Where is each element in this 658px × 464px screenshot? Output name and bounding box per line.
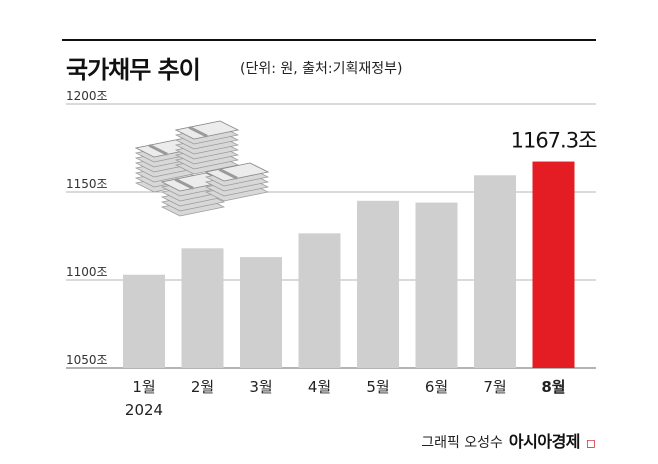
x-tick-label: 2월 (191, 378, 214, 396)
money-band (188, 125, 208, 138)
bar (181, 248, 224, 368)
x-tick-label: 6월 (425, 378, 448, 396)
chart-title: 국가채무 추이 (66, 56, 201, 84)
y-tick-label: 1050조 (66, 353, 108, 367)
x-tick-label: 5월 (366, 378, 389, 396)
bar-highlight (532, 161, 575, 368)
x-tick-label: 7월 (483, 378, 506, 396)
money-band (148, 143, 168, 156)
bar (474, 175, 516, 368)
logo-mark: ◻ (586, 436, 596, 450)
y-tick-label: 1200조 (66, 89, 108, 103)
money-bill-top (204, 162, 270, 182)
money-band (174, 177, 194, 190)
credit: 그래픽 오성수 아시아경제 ◻ (421, 428, 596, 452)
bar (298, 233, 341, 368)
y-tick-label: 1100조 (66, 265, 108, 279)
money-stack-illustration (134, 120, 270, 217)
money-bill-top (174, 120, 240, 140)
year-label: 2024 (125, 401, 163, 419)
money-band (218, 167, 238, 180)
x-tick-label: 3월 (249, 378, 272, 396)
highlight-data-label: 1167.3조 (511, 129, 597, 153)
x-tick-label: 4월 (308, 378, 331, 396)
bar (415, 202, 458, 368)
bar (357, 200, 399, 368)
graphic-credit: 그래픽 오성수 (421, 435, 503, 451)
bar (240, 257, 282, 368)
y-tick-label: 1150조 (66, 177, 108, 191)
publisher-logo: 아시아경제 (508, 432, 581, 451)
bar (123, 274, 165, 368)
chart-subtitle: (단위: 원, 출처:기획재정부) (240, 61, 403, 77)
x-tick-label: 1월 (132, 378, 155, 396)
x-tick-label: 8월 (541, 378, 565, 396)
